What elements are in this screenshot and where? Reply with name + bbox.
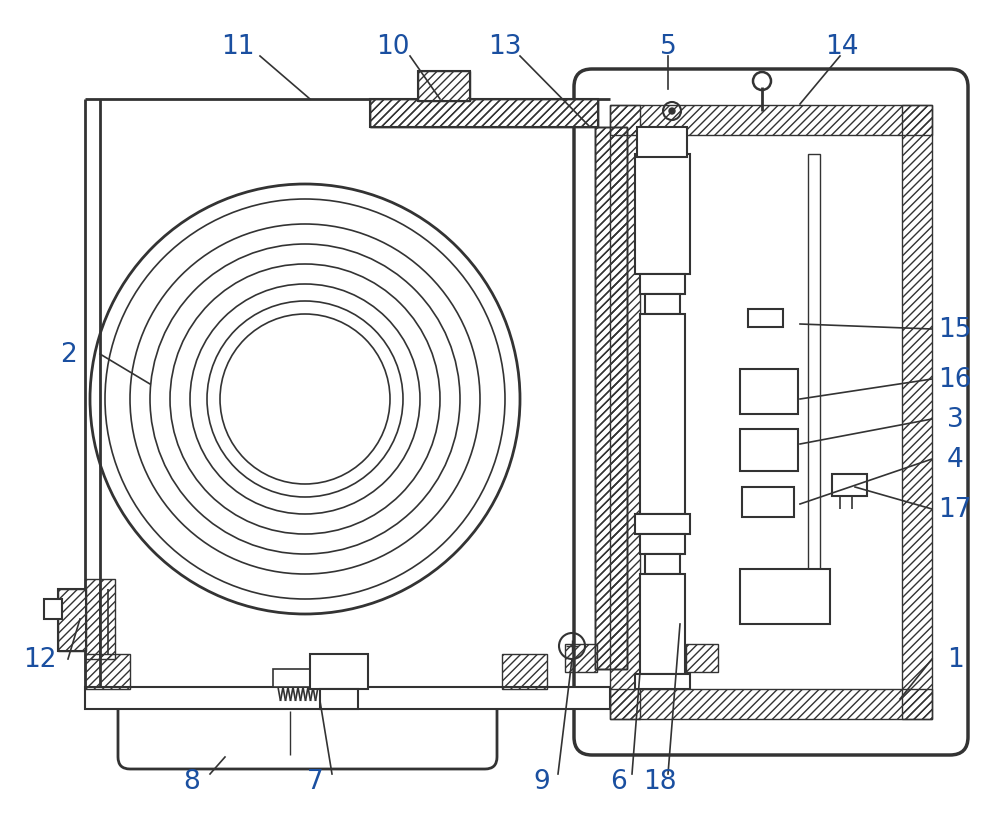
Bar <box>610 106 640 720</box>
Bar <box>418 72 470 102</box>
FancyBboxPatch shape <box>118 697 497 769</box>
Bar <box>565 644 597 672</box>
Text: 5: 5 <box>660 34 676 60</box>
Text: 2: 2 <box>60 342 76 368</box>
Text: 7: 7 <box>307 768 323 794</box>
Bar <box>645 554 680 575</box>
Text: 14: 14 <box>825 34 859 60</box>
Bar <box>418 72 470 102</box>
Bar <box>85 687 610 709</box>
Bar <box>635 514 690 534</box>
Bar <box>273 669 323 687</box>
Text: 17: 17 <box>938 497 972 522</box>
FancyBboxPatch shape <box>574 70 968 755</box>
Bar <box>637 128 687 158</box>
Text: 10: 10 <box>376 34 410 60</box>
Bar <box>610 106 932 136</box>
Bar <box>370 100 598 128</box>
Text: 8: 8 <box>184 768 200 794</box>
Bar <box>85 580 115 659</box>
Bar <box>902 106 932 720</box>
Text: 1: 1 <box>947 646 963 672</box>
Bar <box>740 369 798 415</box>
Text: 11: 11 <box>221 34 255 60</box>
Bar <box>686 644 718 672</box>
Circle shape <box>220 315 390 484</box>
Bar <box>640 315 685 514</box>
Bar <box>808 155 820 614</box>
Bar <box>640 575 685 674</box>
Bar <box>740 570 830 624</box>
Bar <box>640 534 685 554</box>
Bar <box>370 100 598 128</box>
Bar <box>748 310 783 328</box>
Bar <box>635 674 690 689</box>
Bar <box>370 100 598 128</box>
Bar <box>595 128 627 669</box>
Bar <box>58 590 86 651</box>
Bar <box>610 689 932 720</box>
Text: 15: 15 <box>938 316 972 343</box>
Bar <box>832 474 867 497</box>
Text: 3: 3 <box>947 407 963 432</box>
Circle shape <box>669 108 675 115</box>
Bar <box>310 654 368 689</box>
Bar <box>85 654 130 689</box>
Bar <box>58 590 86 651</box>
Text: 18: 18 <box>643 768 677 794</box>
Bar <box>742 488 794 518</box>
Text: 12: 12 <box>23 646 57 672</box>
Text: 9: 9 <box>534 768 550 794</box>
Bar <box>595 128 627 669</box>
Text: 13: 13 <box>488 34 522 60</box>
Text: 4: 4 <box>947 446 963 473</box>
Bar <box>44 599 62 619</box>
Bar <box>502 654 547 689</box>
Bar <box>635 155 690 275</box>
Bar <box>595 128 627 669</box>
Bar <box>320 689 358 709</box>
Bar <box>645 295 680 315</box>
Text: 6: 6 <box>610 768 626 794</box>
Text: 16: 16 <box>938 367 972 392</box>
Bar <box>740 430 798 471</box>
Bar <box>640 275 685 295</box>
